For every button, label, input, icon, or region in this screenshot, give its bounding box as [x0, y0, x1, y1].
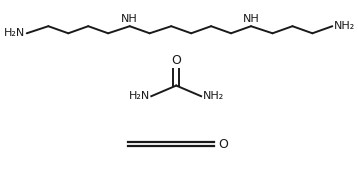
Text: NH: NH	[243, 14, 259, 24]
Text: H₂N: H₂N	[4, 28, 25, 38]
Text: O: O	[218, 138, 228, 150]
Text: NH₂: NH₂	[334, 21, 355, 31]
Text: NH: NH	[121, 14, 138, 24]
Text: H₂N: H₂N	[129, 91, 150, 101]
Text: O: O	[171, 54, 181, 67]
Text: NH₂: NH₂	[203, 91, 224, 101]
